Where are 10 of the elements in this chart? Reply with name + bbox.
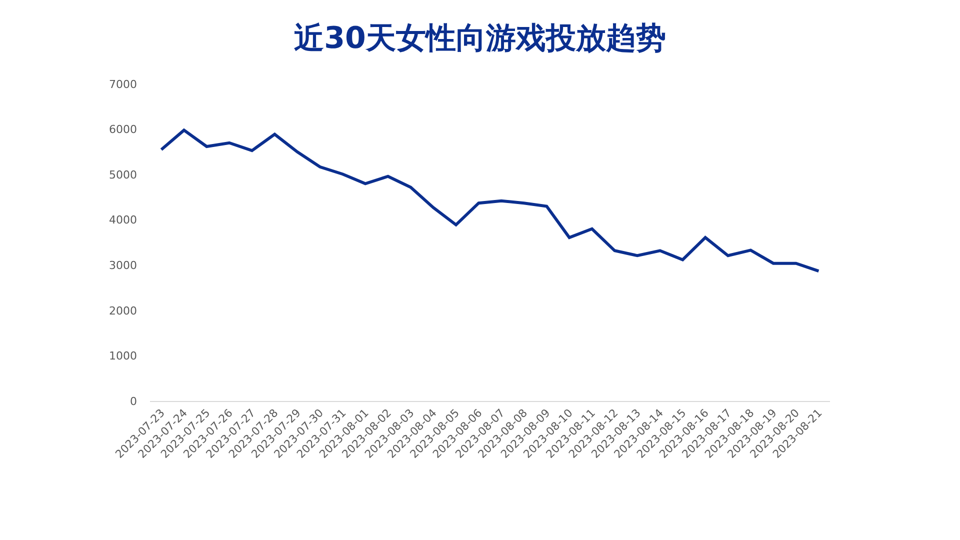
y-tick-label: 0 — [130, 394, 137, 408]
chart-title: 近30天女性向游戏投放趋势 — [294, 21, 666, 56]
y-tick-label: 1000 — [109, 350, 137, 363]
y-tick-label: 4000 — [109, 214, 137, 227]
y-tick-label: 3000 — [109, 258, 137, 272]
line-series — [160, 128, 820, 273]
y-tick-label: 6000 — [109, 123, 137, 136]
y-tick-label: 5000 — [109, 168, 137, 182]
y-tick-label: 2000 — [109, 304, 137, 318]
y-tick-label: 7000 — [109, 78, 137, 91]
